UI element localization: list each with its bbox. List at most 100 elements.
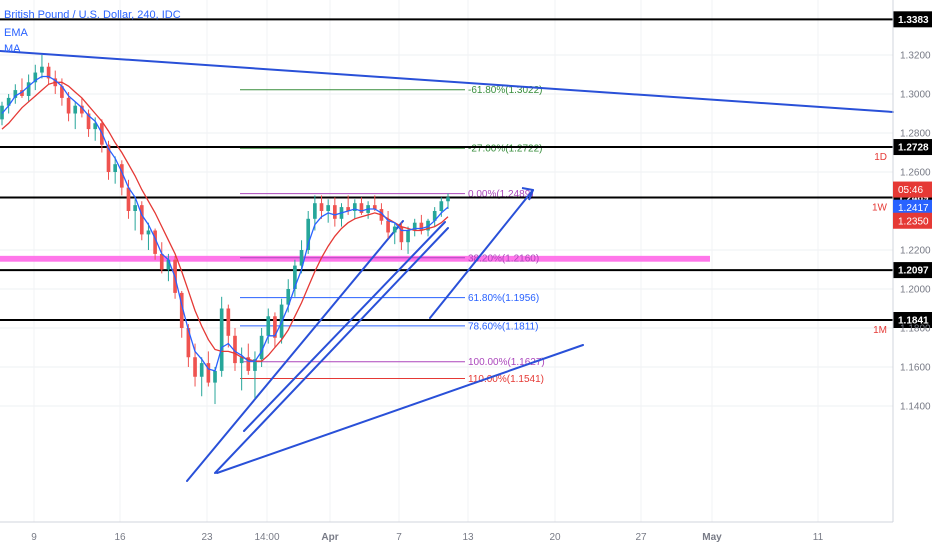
price-badge xyxy=(893,212,932,229)
candle-body xyxy=(273,316,277,338)
support-zone xyxy=(0,255,710,262)
candle-body xyxy=(446,197,450,202)
candle xyxy=(219,296,224,377)
fib-level-label: 110.00%(1.1541) xyxy=(468,374,544,385)
candle xyxy=(333,197,337,227)
candle xyxy=(293,259,297,297)
timeframe-tag: 1W xyxy=(872,203,888,214)
candle-body xyxy=(346,207,350,211)
timeframe-tag: 1M xyxy=(873,325,887,336)
candle xyxy=(133,199,137,231)
candle-body xyxy=(426,220,430,231)
ema-line xyxy=(1,75,449,372)
price-tick-label: 1.1600 xyxy=(900,363,931,374)
candle xyxy=(446,193,450,210)
candle-body xyxy=(126,187,131,211)
candle-body xyxy=(412,222,417,231)
candle-body xyxy=(73,105,78,114)
candle-body xyxy=(146,230,151,235)
candle-body xyxy=(139,205,144,235)
price-badge xyxy=(893,199,932,216)
candle xyxy=(306,211,311,254)
candle xyxy=(233,328,237,371)
arrow-icon xyxy=(521,187,534,201)
candle xyxy=(13,84,18,104)
time-tick-label: 13 xyxy=(462,532,474,543)
candle xyxy=(266,308,271,344)
candle-body xyxy=(153,230,157,254)
candle-body xyxy=(6,97,11,106)
candle-body xyxy=(46,66,51,79)
candle xyxy=(66,92,71,122)
candle xyxy=(33,64,38,91)
candle-body xyxy=(60,86,64,98)
candle xyxy=(339,203,344,227)
candle-body xyxy=(26,82,31,96)
candle-body xyxy=(233,335,237,364)
candle xyxy=(86,109,91,137)
price-tick-label: 1.1400 xyxy=(900,402,931,413)
ema-legend: EMA xyxy=(4,27,28,39)
candle xyxy=(40,55,44,79)
candle-body xyxy=(266,316,271,336)
timeframe-tag: 1D xyxy=(874,152,887,163)
price-tick-label: 1.2600 xyxy=(900,168,931,179)
candle-body xyxy=(386,220,390,233)
time-tick-label: 20 xyxy=(549,532,561,543)
time-tick-label: 14:00 xyxy=(254,532,279,543)
time-tick-label: May xyxy=(702,532,722,543)
candle xyxy=(406,226,410,254)
trend-line xyxy=(214,227,449,474)
key-level-badge-label: 1.1841 xyxy=(898,316,929,327)
candle-body xyxy=(113,164,117,172)
candle xyxy=(253,351,257,399)
trend-line xyxy=(0,50,894,113)
candle-body xyxy=(326,205,331,211)
candle-body xyxy=(419,222,424,231)
candle xyxy=(412,218,417,237)
candle xyxy=(119,160,124,196)
key-level-badge xyxy=(893,262,932,279)
price-tick-label: 1.1800 xyxy=(900,324,931,335)
candle-body xyxy=(13,90,18,98)
candle xyxy=(159,242,164,274)
candle-body xyxy=(352,203,357,211)
candle-body xyxy=(246,357,251,371)
price-badge-label: 1.2350 xyxy=(898,216,929,227)
candle xyxy=(319,195,324,219)
candle-body xyxy=(119,164,124,188)
candle xyxy=(73,101,78,130)
candle-body xyxy=(306,218,311,250)
time-tick-label: 11 xyxy=(813,532,824,543)
candle-body xyxy=(186,328,191,358)
candle-body xyxy=(239,357,244,364)
candle-body xyxy=(133,205,137,211)
candle-body xyxy=(93,123,98,130)
candle-body xyxy=(293,265,297,289)
candle xyxy=(146,222,151,250)
candle-body xyxy=(86,113,91,130)
candle-body xyxy=(166,259,171,270)
candle-body xyxy=(333,205,337,219)
price-badge-label: 05:46 xyxy=(898,185,923,196)
time-tick-label: 7 xyxy=(396,532,402,543)
trend-line xyxy=(243,221,446,432)
price-badge xyxy=(893,181,932,198)
candle-body xyxy=(33,72,38,83)
candle xyxy=(273,312,277,348)
candle xyxy=(153,228,157,260)
time-tick-label: 23 xyxy=(201,532,213,543)
trend-line xyxy=(216,344,584,474)
candle-body xyxy=(66,97,71,114)
candle xyxy=(46,62,51,85)
key-level-badge-label: 1.2469 xyxy=(898,193,929,204)
candle xyxy=(6,94,11,114)
candle-body xyxy=(439,201,444,211)
price-tick-label: 1.3000 xyxy=(900,90,931,101)
fib-level-label: -61.80%(1.3022) xyxy=(468,85,543,96)
candle xyxy=(179,290,184,338)
candle-body xyxy=(286,289,291,305)
candle xyxy=(199,357,204,397)
candle-body xyxy=(40,66,44,73)
